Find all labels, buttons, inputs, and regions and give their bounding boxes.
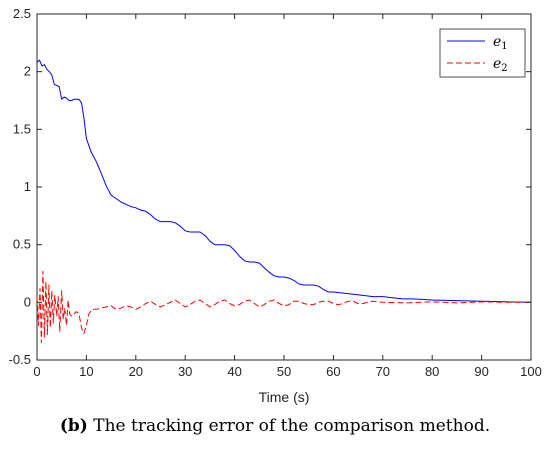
x-tick-label: 70 — [376, 364, 390, 379]
legend-box — [439, 28, 526, 78]
ticks-layer: 0 10 20 30 40 50 60 70 80 90 100-0.500.511.522.5 — [9, 6, 542, 379]
y-tick-label: 2 — [24, 64, 31, 79]
series-line-e1 — [36, 59, 532, 303]
series-layer — [36, 59, 532, 344]
legend: e1 e2 — [439, 28, 526, 78]
legend-label-e1: e1 — [493, 34, 508, 52]
x-tick-label: 80 — [425, 364, 439, 379]
x-axis-label: Time (s) — [259, 389, 310, 405]
y-tick-label: 2.5 — [13, 6, 31, 21]
x-tick-label: 0 — [33, 364, 40, 379]
x-tick-label: 60 — [326, 364, 340, 379]
x-tick-label: 40 — [227, 364, 241, 379]
x-tick-label: 20 — [129, 364, 143, 379]
y-tick-label: 0.5 — [13, 237, 31, 252]
y-tick-label: 1 — [24, 179, 31, 194]
legend-label-e2: e2 — [493, 56, 508, 74]
figure-caption: (b) The tracking error of the comparison… — [0, 416, 550, 436]
chart: 0 10 20 30 40 50 60 70 80 90 100-0.500.511.522.5 T… — [9, 6, 542, 405]
y-tick-label: 0 — [24, 294, 31, 309]
y-tick-label: 1.5 — [13, 121, 31, 136]
caption-label: (b) — [59, 416, 88, 436]
y-tick-label: -0.5 — [9, 352, 31, 367]
x-tick-label: 90 — [474, 364, 488, 379]
x-tick-label: 100 — [520, 364, 542, 379]
caption-text: The tracking error of the comparison met… — [87, 416, 491, 436]
series-line-e2 — [36, 270, 531, 344]
x-tick-label: 10 — [79, 364, 93, 379]
x-tick-label: 30 — [178, 364, 192, 379]
x-tick-label: 50 — [277, 364, 291, 379]
